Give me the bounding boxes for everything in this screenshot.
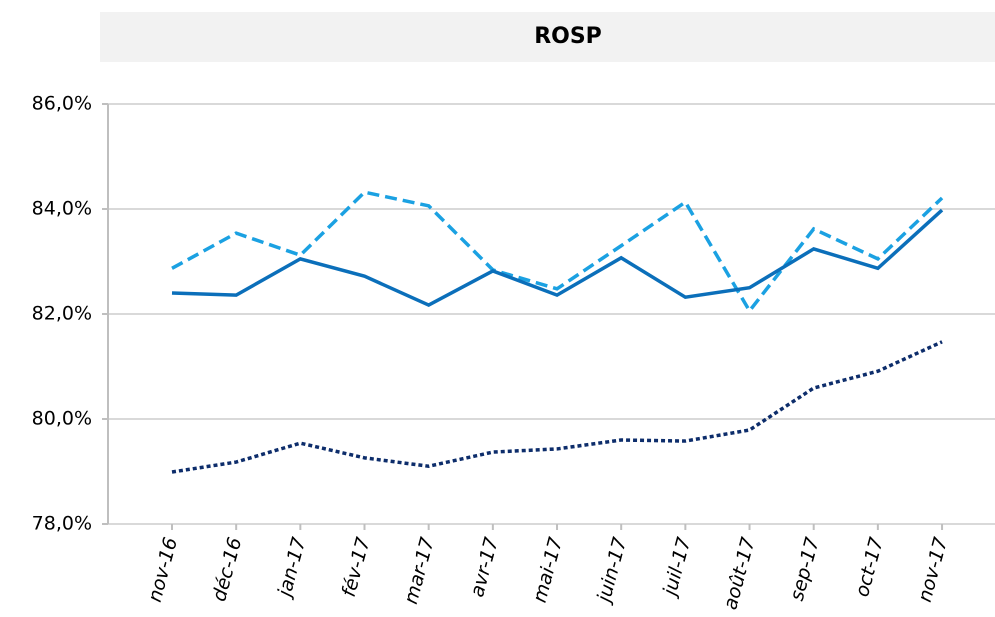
- x-tick-label: déc-16: [208, 535, 246, 604]
- x-tick-label: jan-17: [273, 535, 311, 602]
- y-tick-label: 82,0%: [32, 303, 92, 325]
- x-tick-label: oct-17: [851, 535, 888, 599]
- y-tick-label: 84,0%: [32, 198, 92, 220]
- x-tick-label: mai-17: [529, 535, 567, 605]
- x-tick-label: juin-17: [592, 535, 631, 607]
- y-tick-label: 86,0%: [32, 93, 92, 115]
- line-series: [171, 208, 944, 308]
- title-bar: [100, 12, 995, 62]
- x-tick-label: juil-17: [658, 535, 695, 601]
- x-tick-label: nov-17: [914, 535, 952, 604]
- chart-title: ROSP: [534, 24, 602, 49]
- x-tick-label: fév-17: [338, 535, 375, 599]
- line-series: [171, 340, 943, 474]
- x-tick-label: sep-17: [786, 535, 824, 603]
- x-tick-label: août-17: [719, 535, 759, 612]
- y-tick-label: 80,0%: [32, 408, 92, 430]
- line-series: [171, 190, 944, 314]
- y-tick-label: 78,0%: [32, 513, 92, 535]
- x-tick-label: avr-17: [466, 535, 503, 599]
- x-tick-label: nov-16: [144, 535, 182, 604]
- x-tick-label: mar-17: [400, 535, 439, 606]
